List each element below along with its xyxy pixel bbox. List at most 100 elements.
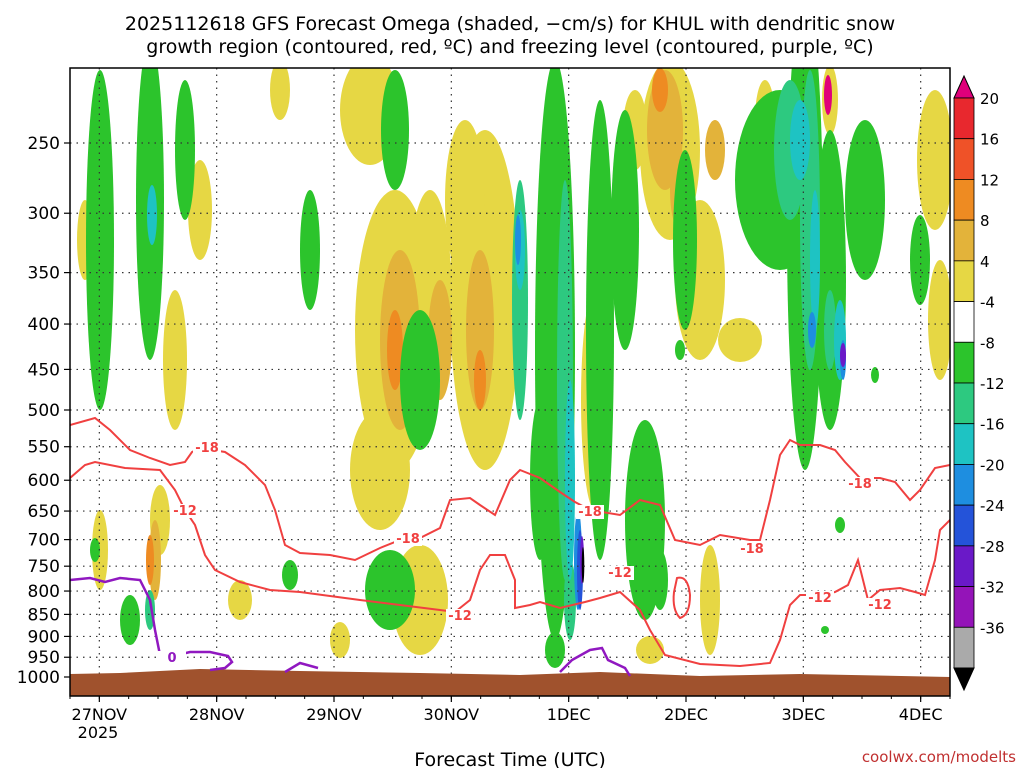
contour-label: 0 — [167, 651, 176, 666]
omega-cell — [611, 110, 639, 350]
colorbar-label: -24 — [980, 497, 1005, 515]
omega-cell — [90, 538, 100, 562]
colorbar-swatch — [953, 464, 975, 506]
y-tick-label: 350 — [28, 264, 60, 284]
contour-minus12-loop — [672, 576, 692, 620]
colorbar-label: -36 — [980, 619, 1005, 637]
y-tick-label: 800 — [28, 582, 60, 602]
omega-cell — [530, 400, 550, 560]
colorbar-top-triangle — [953, 74, 975, 99]
x-tick-label: 28NOV — [189, 705, 245, 724]
contour-label: -18 — [578, 505, 602, 520]
omega-cell — [586, 100, 614, 560]
omega-cell — [675, 340, 685, 360]
x-tick-label: 29NOV — [306, 705, 362, 724]
omega-cell — [282, 560, 298, 590]
x-tick-label: 1DEC — [547, 705, 591, 724]
contour-label-bg — [846, 477, 874, 491]
y-tick-label: 300 — [28, 204, 60, 224]
y-tick-label: 900 — [28, 627, 60, 647]
colorbar-swatch — [953, 586, 975, 628]
colorbar-swatch — [953, 301, 975, 343]
colorbar-bottom-triangle — [953, 667, 975, 692]
omega-cell — [673, 150, 697, 330]
omega-cell — [565, 380, 575, 580]
omega-cell — [636, 636, 664, 664]
colorbar-swatch — [953, 545, 975, 587]
omega-cell — [120, 595, 140, 645]
y-tick-label: 850 — [28, 605, 60, 625]
y-axis: 2503003504004505005506006507007508008509… — [17, 134, 70, 688]
omega-cell — [821, 626, 829, 634]
y-tick-label: 500 — [28, 401, 60, 421]
x-tick-label: 30NOV — [424, 705, 480, 724]
contour-label: -12 — [608, 566, 632, 581]
omega-cell — [845, 120, 885, 280]
y-tick-label: 550 — [28, 438, 60, 458]
chart-title-line-2: growth region (contoured, red, ºC) and f… — [146, 36, 873, 58]
freezing-level-contour-2 — [284, 661, 319, 674]
omega-cell — [928, 260, 950, 380]
contour-minus12 — [70, 460, 950, 668]
x-axis-label: Forecast Time (UTC) — [414, 749, 605, 768]
contour-label: -18 — [740, 542, 764, 557]
omega-cell — [515, 215, 521, 265]
x-tick-label: 2DEC — [664, 705, 708, 724]
colorbar: 20 16 12 8 4 -4 -8 -12 -16 -20 -24 -28 -32 -36 — [953, 74, 1005, 692]
y-tick-label: 950 — [28, 648, 60, 668]
omega-cell — [564, 560, 576, 640]
contour-label-bg — [738, 542, 766, 556]
omega-cell — [445, 120, 485, 280]
y-tick-label: 400 — [28, 315, 60, 335]
omega-cell — [652, 550, 668, 610]
x-axis: 27NOV 28NOV 29NOV 30NOV 1DEC 2DEC 3DEC 4DEC — [69, 696, 951, 724]
omega-cell — [400, 310, 440, 450]
colorbar-label: 16 — [980, 131, 999, 149]
omega-cell — [228, 580, 252, 620]
omega-cell — [840, 343, 846, 367]
omega-cell — [86, 70, 114, 410]
contour-label-bg — [576, 505, 604, 519]
omega-cell — [871, 367, 879, 383]
chart-title-line-1: 2025112618 GFS Forecast Omega (shaded, −… — [125, 13, 895, 35]
contour-label: -18 — [396, 532, 420, 547]
omega-cell — [300, 190, 320, 310]
omega-cell — [790, 100, 810, 180]
x-tick-label: 4DEC — [899, 705, 943, 724]
colorbar-swatch — [953, 423, 975, 465]
contour-label-bg — [806, 591, 834, 605]
omega-cell — [910, 215, 930, 305]
contour-label-bg — [394, 532, 422, 546]
colorbar-label: -12 — [980, 375, 1005, 393]
contour-label-bg — [193, 441, 221, 455]
contour-label-bg — [866, 598, 894, 612]
colorbar-label: -32 — [980, 579, 1005, 597]
colorbar-label: -20 — [980, 456, 1005, 474]
colorbar-swatch — [953, 219, 975, 262]
omega-cell — [824, 290, 836, 370]
freezing-level-contour-3 — [559, 646, 632, 677]
contour-label: -12 — [173, 504, 197, 519]
colorbar-label: -16 — [980, 416, 1005, 434]
plot-area: -18 -18 -18 -18 -18 -12 -12 -12 -12 -12 0 — [70, 68, 950, 696]
contour-label-bg — [606, 566, 634, 580]
contour-label-bg — [446, 609, 474, 623]
contour-label: -18 — [195, 441, 219, 456]
omega-cell — [365, 550, 415, 630]
terrain-surface — [70, 669, 950, 696]
credit-label: coolwx.com/modelts — [862, 748, 1016, 766]
y-tick-label: 700 — [28, 531, 60, 551]
colorbar-swatch — [953, 382, 975, 425]
omega-cell — [705, 120, 725, 180]
omega-cell — [147, 185, 157, 245]
contour-label-bg — [158, 651, 186, 665]
colorbar-label: -8 — [980, 334, 995, 352]
colorbar-swatch — [953, 97, 975, 140]
omega-cell — [810, 190, 820, 330]
y-tick-label: 650 — [28, 502, 60, 522]
omega-cell — [545, 632, 565, 668]
contour-labels: -18 -18 -18 -18 -18 -12 -12 -12 -12 -12 0 — [158, 441, 894, 666]
omega-cell — [330, 622, 350, 658]
contour-label-bg — [171, 504, 199, 518]
